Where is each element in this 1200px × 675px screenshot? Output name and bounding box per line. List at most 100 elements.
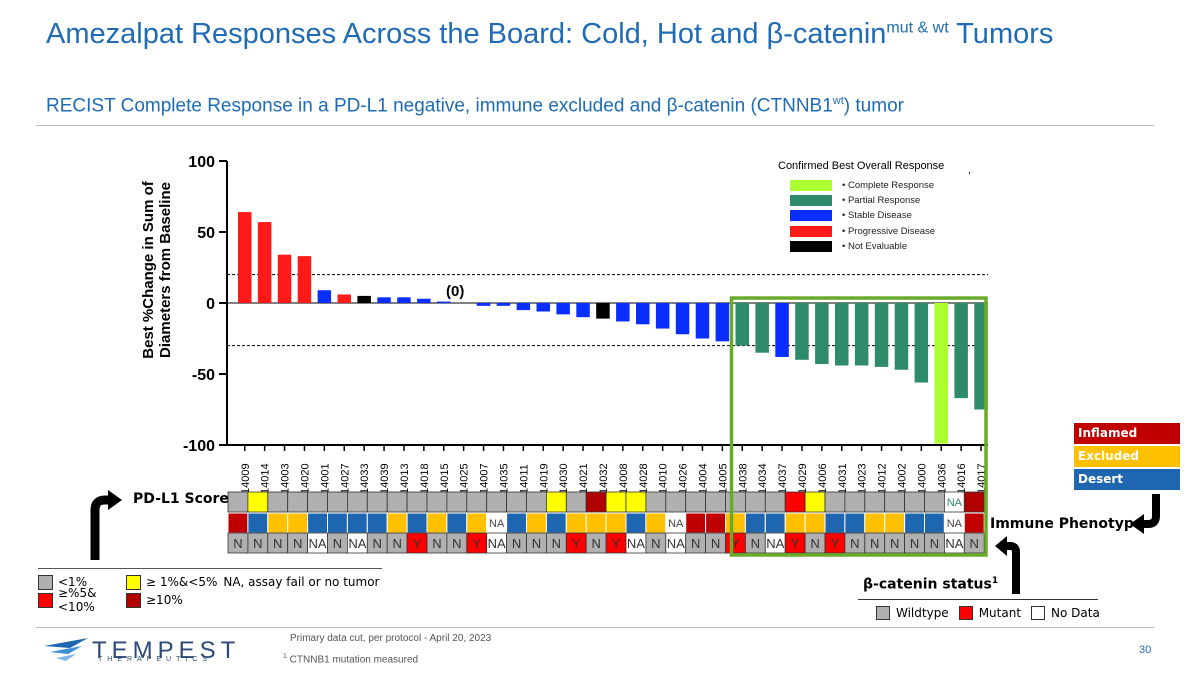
pdl1-cell bbox=[645, 491, 667, 513]
beta-catenin-label: N bbox=[910, 536, 919, 551]
pdl1-key: <1% ≥ 1%&<5% NA, assay fail or no tumor … bbox=[38, 568, 382, 614]
x-tick-label: 14027 bbox=[339, 463, 351, 494]
x-tick-label: 14013 bbox=[399, 463, 411, 494]
zero-annotation: (0) bbox=[446, 283, 465, 300]
x-tick-label: 14010 bbox=[658, 463, 670, 494]
x-tick-label: 14037 bbox=[777, 463, 789, 494]
immune-cell bbox=[824, 512, 846, 534]
company-name: TEMPEST bbox=[92, 637, 241, 664]
legend-swatch-sd bbox=[790, 209, 832, 221]
pdl1-cell bbox=[526, 491, 547, 513]
beta-catenin-label: N bbox=[452, 536, 461, 551]
bar bbox=[516, 303, 531, 311]
page-subtitle: RECIST Complete Response in a PD-L1 nega… bbox=[46, 95, 904, 117]
x-tick-label: 14016 bbox=[956, 463, 968, 494]
pdl1-cell bbox=[426, 491, 448, 513]
footer-divider bbox=[36, 627, 1154, 628]
company-subtitle: THERAPEUTICS bbox=[98, 656, 213, 663]
legend-item-pr: • Partial Response bbox=[790, 193, 920, 207]
beta-catenin-label: N bbox=[711, 536, 720, 551]
bar bbox=[954, 303, 968, 399]
header-divider bbox=[36, 125, 1154, 126]
pdl1-cell bbox=[705, 491, 726, 513]
immune-cell bbox=[645, 512, 667, 534]
beta-catenin-label: N bbox=[870, 536, 879, 551]
beta-catenin-label: N bbox=[552, 536, 561, 551]
immune-cell bbox=[526, 512, 547, 534]
immune-cell bbox=[287, 512, 309, 534]
beta-catenin-label: β-catenin status1 bbox=[863, 576, 999, 593]
bar bbox=[257, 222, 272, 303]
legend-swatch-cr bbox=[790, 179, 832, 191]
bar bbox=[556, 303, 570, 315]
x-tick-label: 14028 bbox=[638, 463, 650, 494]
pdl1-cell bbox=[327, 491, 348, 513]
phenotype-desert: Desert bbox=[1073, 468, 1181, 491]
beta-catenin-key: Wildtype Mutant No Data bbox=[876, 606, 1100, 620]
pdl1-cell bbox=[685, 491, 707, 513]
pdl1-lt1-swatch bbox=[38, 574, 53, 590]
x-tick-label: 14025 bbox=[459, 463, 471, 494]
x-tick-label: 14019 bbox=[538, 463, 550, 494]
x-tick-label: 14018 bbox=[419, 463, 431, 494]
phenotype-arrow-icon bbox=[1130, 494, 1160, 534]
legend-item-ne: • Not Evaluable bbox=[790, 239, 907, 253]
pdl1-cell bbox=[824, 491, 846, 513]
beta-catenin-label: Y bbox=[612, 536, 621, 551]
immune-cell bbox=[426, 512, 448, 534]
x-tick-label: 14011 bbox=[518, 464, 530, 494]
immune-cell bbox=[247, 512, 269, 534]
legend-item-pd: • Progressive Disease bbox=[790, 224, 935, 238]
bar bbox=[317, 290, 332, 303]
x-tick-label: 14001 bbox=[319, 463, 331, 494]
x-tick-label: 14038 bbox=[737, 463, 749, 494]
immune-cell bbox=[705, 512, 726, 534]
y-tick-label: 50 bbox=[197, 225, 215, 242]
pdl1-cell bbox=[486, 491, 508, 513]
phenotype-excluded: Excluded bbox=[1073, 445, 1181, 468]
x-tick-label: 14014 bbox=[260, 463, 272, 494]
pdl1-cell bbox=[864, 491, 886, 513]
immune-na-label: NA bbox=[489, 518, 505, 530]
pdl1-cell bbox=[745, 491, 766, 513]
immune-cell bbox=[864, 512, 886, 534]
immune-cell bbox=[685, 512, 707, 534]
immune-cell bbox=[346, 512, 368, 534]
immune-cell bbox=[963, 512, 985, 534]
bar bbox=[616, 303, 630, 322]
bar bbox=[576, 303, 590, 318]
pdl1-cell bbox=[784, 491, 806, 513]
x-tick-label: 14032 bbox=[598, 463, 610, 494]
bar bbox=[397, 297, 411, 303]
immune-na-label: NA bbox=[668, 518, 684, 530]
beta-catenin-label: N bbox=[532, 536, 541, 551]
page-number: 30 bbox=[1139, 644, 1152, 656]
beta-catenin-label: Y bbox=[731, 536, 740, 551]
bar bbox=[755, 303, 769, 353]
immune-cell bbox=[506, 512, 528, 534]
x-tick-label: 14030 bbox=[558, 463, 570, 494]
bar bbox=[795, 303, 809, 360]
beta-catenin-label: N bbox=[850, 536, 859, 551]
beta-catenin-label: N bbox=[273, 536, 282, 551]
tempest-logo-icon bbox=[44, 638, 88, 661]
bar bbox=[775, 303, 789, 357]
x-tick-label: 14008 bbox=[618, 463, 630, 494]
bar bbox=[894, 303, 909, 370]
pdl1-cell bbox=[346, 491, 368, 513]
beta-catenin-label: Y bbox=[572, 536, 581, 551]
y-axis-label: Best %Change in Sum of Diameters from Ba… bbox=[140, 181, 174, 359]
immune-cell bbox=[386, 512, 408, 534]
bar bbox=[874, 303, 889, 367]
x-tick-label: 14003 bbox=[280, 463, 292, 494]
beta-catenin-label: N bbox=[970, 536, 979, 551]
pdl1-arrow-icon bbox=[90, 490, 122, 560]
bar bbox=[655, 303, 670, 329]
immune-cell bbox=[327, 512, 348, 534]
beta-catenin-label: N bbox=[293, 536, 302, 551]
footnote-data-cut: Primary data cut, per protocol - April 2… bbox=[290, 633, 492, 644]
beta-catenin-label: N bbox=[432, 536, 441, 551]
immune-phenotype-label: Immune Phenotype bbox=[990, 516, 1144, 532]
bar bbox=[815, 303, 829, 365]
pdl1-cell bbox=[366, 491, 388, 513]
